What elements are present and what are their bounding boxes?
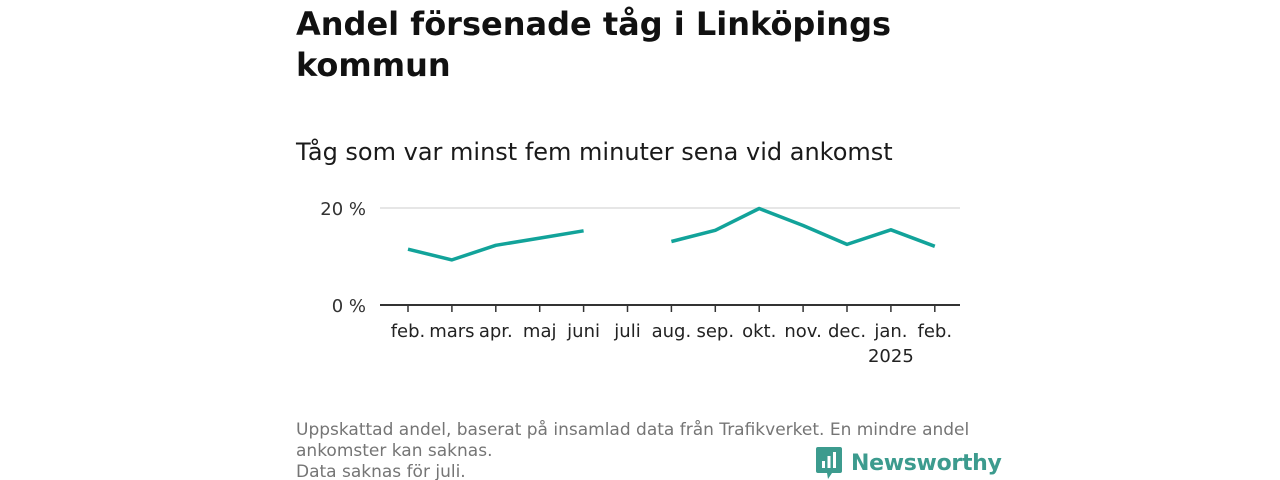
x-tick-label: feb. — [391, 321, 426, 342]
series-line — [407, 229, 584, 262]
footnote: Uppskattad andel, baserat på insamlad da… — [296, 420, 986, 480]
brand-logo: Newsworthy — [815, 446, 1002, 480]
x-tick-label: dec. — [828, 321, 866, 342]
y-tick-label: 20 % — [320, 199, 366, 220]
x-tick-label: feb. — [918, 321, 953, 342]
chart-title: Andel försenade tåg i Linköpings kommun — [296, 5, 892, 84]
x-tick-label: nov. — [784, 321, 821, 342]
x-tick-label: juli — [613, 321, 640, 342]
x-tick-label: mars — [429, 321, 474, 342]
brand-name: Newsworthy — [851, 450, 1002, 476]
footnote-missing: Data saknas för juli. — [296, 462, 466, 480]
x-tick-label: juni — [566, 321, 600, 342]
line-chart: 0 %20 %feb. mars apr. maj juni juli aug. sep. ok… — [320, 199, 960, 367]
newsworthy-logo-icon — [816, 447, 842, 479]
x-tick-label: jan. — [873, 321, 907, 342]
x-tick-label: okt. — [742, 321, 776, 342]
y-tick-label: 0 % — [332, 296, 366, 317]
x-tick-label: apr. — [479, 321, 513, 342]
footnote-source: Uppskattad andel, baserat på insamlad da… — [296, 420, 970, 461]
x-tick-label: sep. — [696, 321, 734, 342]
series-line — [670, 206, 936, 248]
x-tick-year-label: 2025 — [868, 346, 914, 367]
x-tick-label: maj — [523, 321, 557, 342]
chart-subtitle: Tåg som var minst fem minuter sena vid a… — [296, 138, 893, 166]
x-tick-label: aug. — [652, 321, 692, 342]
